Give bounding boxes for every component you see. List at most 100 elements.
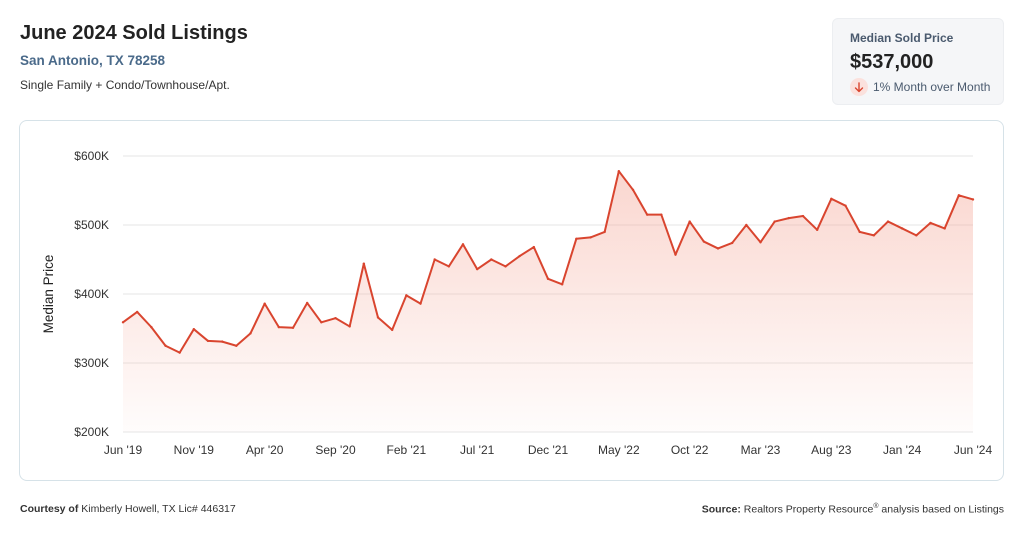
data-point <box>830 197 833 200</box>
data-point <box>433 258 436 261</box>
x-tick-label: Jul '21 <box>460 443 495 457</box>
data-point <box>178 351 181 354</box>
data-point <box>560 283 564 286</box>
data-point <box>900 227 904 230</box>
data-point <box>277 325 281 329</box>
x-tick-label: Sep '20 <box>315 443 356 457</box>
data-point <box>320 321 323 324</box>
location-subtitle: San Antonio, TX 78258 <box>20 53 166 68</box>
data-point <box>759 241 762 244</box>
data-point <box>589 236 592 239</box>
data-point <box>844 204 847 207</box>
data-point <box>447 265 451 268</box>
median-price-chart: $200K $300K $400K $500K $600K Jun '19 Nov '19 A… <box>41 149 993 457</box>
data-point <box>603 230 606 234</box>
x-tick-label: Jun '19 <box>104 443 143 457</box>
x-tick-label: Feb '21 <box>387 443 427 457</box>
data-point <box>419 302 422 305</box>
data-point <box>249 332 252 335</box>
x-tick-label: Mar '23 <box>741 443 781 457</box>
y-tick-label: $500K <box>74 218 109 232</box>
data-point <box>716 247 720 250</box>
y-axis-title: Median Price <box>41 255 56 334</box>
data-point <box>504 265 507 268</box>
data-point <box>461 243 465 246</box>
data-point <box>929 221 932 225</box>
x-tick-label: Jun '24 <box>954 443 993 457</box>
data-point <box>362 262 366 265</box>
median-price-card: Median Sold Price $537,000 1% Month over… <box>832 18 1004 105</box>
data-point <box>121 321 125 324</box>
data-point <box>915 234 918 237</box>
data-point <box>334 316 337 320</box>
data-point <box>206 339 210 343</box>
y-tick-label: $400K <box>74 287 109 301</box>
data-point <box>801 214 805 218</box>
chart-panel: $200K $300K $400K $500K $600K Jun '19 Nov '19 A… <box>19 120 1004 481</box>
source-suffix: analysis based on Listings <box>881 503 1004 516</box>
data-point <box>164 344 167 347</box>
data-point <box>617 169 621 173</box>
kpi-value: $537,000 <box>850 51 934 73</box>
data-point <box>376 316 380 319</box>
data-point <box>192 327 196 331</box>
data-point <box>475 267 479 271</box>
x-tick-label: May '22 <box>598 443 640 457</box>
y-tick-label: $300K <box>74 356 109 370</box>
data-point <box>957 194 961 197</box>
kpi-change-text: 1% Month over Month <box>873 80 991 94</box>
data-point <box>631 188 635 192</box>
data-point <box>674 253 677 256</box>
source-footer: Source: Realtors Property Resource® anal… <box>702 503 1004 516</box>
courtesy-footer: Courtesy of Kimberly Howell, TX Lic# 446… <box>20 503 236 515</box>
x-tick-label: Oct '22 <box>671 443 709 457</box>
data-point <box>263 302 266 305</box>
data-point <box>546 277 550 281</box>
data-point <box>532 245 536 249</box>
data-point <box>348 325 351 328</box>
source-label: Source: <box>701 503 741 516</box>
data-point <box>886 220 890 223</box>
price-area-fill <box>123 171 973 432</box>
data-point <box>660 213 663 216</box>
kpi-change: 1% Month over Month <box>850 78 990 96</box>
data-point <box>872 234 876 237</box>
x-tick-label: Aug '23 <box>811 443 852 457</box>
data-point <box>235 344 238 347</box>
courtesy-text: Kimberly Howell, TX Lic# 446317 <box>81 503 236 515</box>
arrow-down-icon <box>850 78 868 96</box>
data-point <box>943 227 946 230</box>
x-tick-label: Dec '21 <box>528 443 569 457</box>
kpi-label: Median Sold Price <box>850 31 954 45</box>
data-point <box>291 326 295 330</box>
data-point <box>575 237 578 240</box>
page-title: June 2024 Sold Listings <box>20 22 248 44</box>
data-point <box>220 340 224 343</box>
registered-mark: ® <box>873 503 879 510</box>
data-point <box>745 223 748 227</box>
y-tick-label: $200K <box>74 425 109 439</box>
data-point <box>702 240 706 243</box>
data-point <box>645 213 649 216</box>
data-point <box>390 328 394 332</box>
x-tick-label: Jan '24 <box>883 443 922 457</box>
data-point <box>787 216 791 220</box>
data-point <box>858 230 861 234</box>
source-text: Realtors Property Resource <box>743 503 874 516</box>
x-tick-label: Apr '20 <box>246 443 284 457</box>
data-point <box>688 220 691 223</box>
data-point <box>490 258 493 261</box>
data-point <box>150 325 153 329</box>
data-point <box>518 254 521 258</box>
data-point <box>730 241 734 245</box>
y-tick-label: $600K <box>74 149 109 163</box>
data-point <box>971 198 975 201</box>
data-point <box>773 220 776 223</box>
data-point <box>305 301 309 305</box>
x-tick-label: Nov '19 <box>174 443 215 457</box>
data-point <box>815 228 819 232</box>
courtesy-label: Courtesy of <box>20 503 79 515</box>
data-point <box>405 294 408 297</box>
data-point <box>135 310 139 314</box>
property-types-label: Single Family + Condo/Townhouse/Apt. <box>20 78 230 92</box>
